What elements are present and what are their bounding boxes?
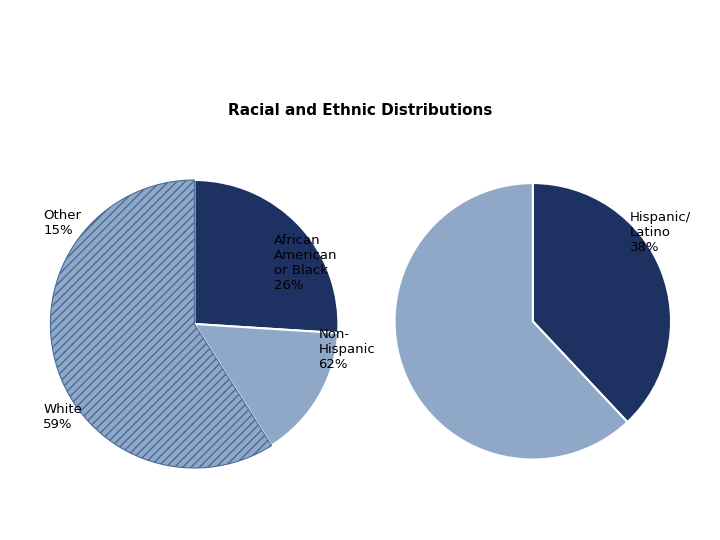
Text: Demographic Characteristics: Demographic Characteristics	[36, 29, 580, 63]
Text: Racial and Ethnic Distributions: Racial and Ethnic Distributions	[228, 103, 492, 118]
Text: Non-
Hispanic
62%: Non- Hispanic 62%	[318, 328, 375, 371]
Wedge shape	[395, 183, 627, 460]
Wedge shape	[194, 324, 338, 446]
Wedge shape	[50, 180, 271, 468]
Text: Other
15%: Other 15%	[43, 209, 81, 237]
Wedge shape	[533, 183, 671, 422]
Text: White
59%: White 59%	[43, 403, 82, 431]
Text: Hispanic/
Latino
38%: Hispanic/ Latino 38%	[629, 211, 690, 254]
Wedge shape	[194, 180, 338, 333]
Text: African
American
or Black
26%: African American or Black 26%	[274, 234, 337, 292]
